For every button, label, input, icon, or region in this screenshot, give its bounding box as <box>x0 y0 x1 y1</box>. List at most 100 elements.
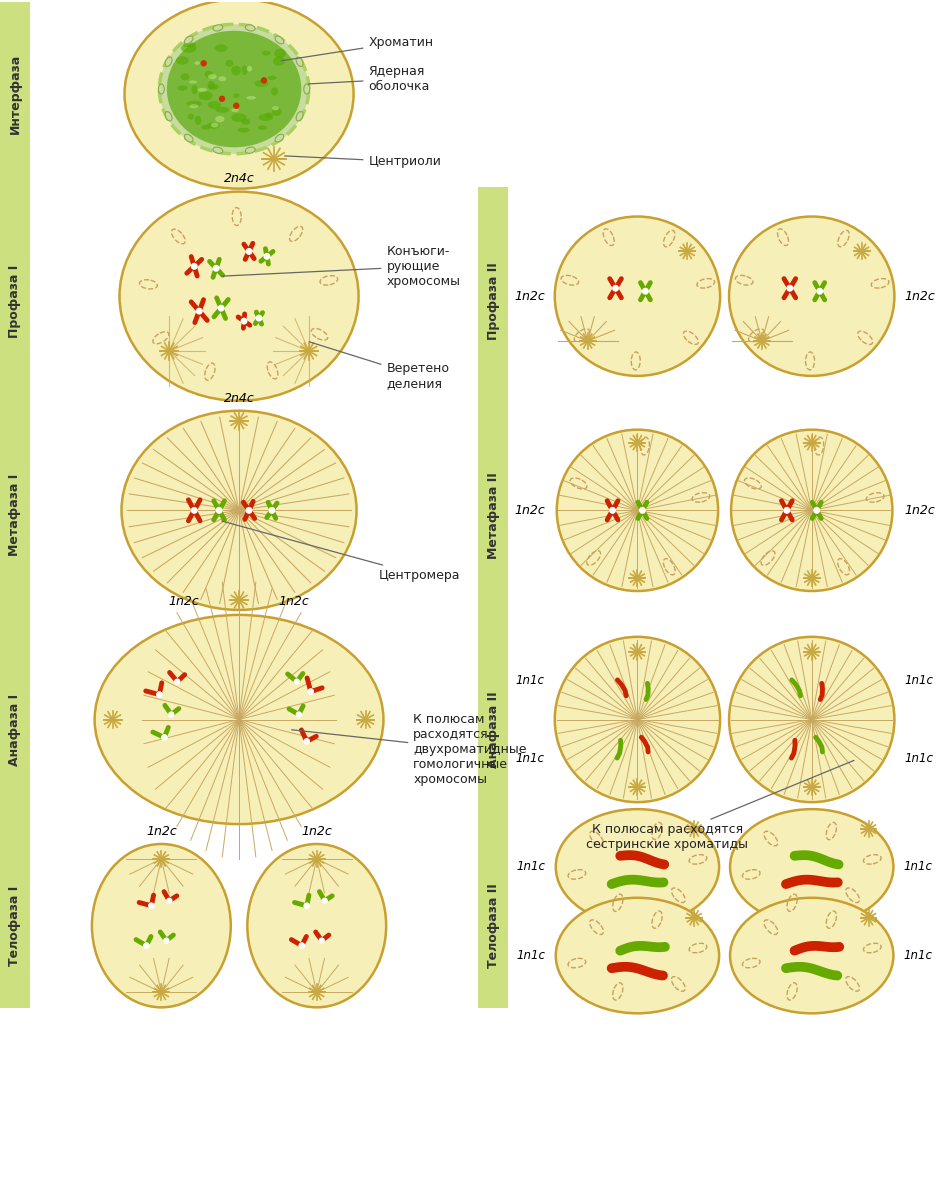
Circle shape <box>299 944 305 948</box>
Ellipse shape <box>213 148 223 154</box>
Text: Телофаза II: Телофаза II <box>487 883 499 967</box>
Ellipse shape <box>178 86 188 90</box>
Circle shape <box>246 508 252 513</box>
Ellipse shape <box>165 112 172 121</box>
Circle shape <box>639 508 645 513</box>
Circle shape <box>299 944 305 948</box>
Circle shape <box>166 898 172 903</box>
Circle shape <box>305 903 309 908</box>
Circle shape <box>216 508 222 513</box>
Ellipse shape <box>207 123 220 129</box>
Text: Конъюги-
рующие
хромосомы: Конъюги- рующие хромосомы <box>222 245 461 288</box>
Circle shape <box>296 712 302 718</box>
Ellipse shape <box>245 148 255 154</box>
Text: 1n2c: 1n2c <box>514 503 545 516</box>
Text: Метафаза I: Метафаза I <box>8 474 22 557</box>
Ellipse shape <box>201 125 211 130</box>
Circle shape <box>169 712 174 718</box>
Text: Метафаза II: Метафаза II <box>487 472 499 558</box>
Circle shape <box>196 308 202 314</box>
Text: 2n4c: 2n4c <box>224 173 255 186</box>
Ellipse shape <box>265 113 273 118</box>
Ellipse shape <box>271 87 278 95</box>
Circle shape <box>294 679 299 684</box>
Ellipse shape <box>208 81 215 89</box>
Ellipse shape <box>215 115 225 123</box>
Ellipse shape <box>160 24 308 154</box>
Ellipse shape <box>211 123 219 127</box>
Circle shape <box>308 689 313 694</box>
Circle shape <box>246 249 252 255</box>
Ellipse shape <box>209 84 219 89</box>
FancyBboxPatch shape <box>478 615 508 844</box>
Ellipse shape <box>261 51 271 56</box>
FancyBboxPatch shape <box>0 615 30 844</box>
Ellipse shape <box>238 127 250 132</box>
FancyBboxPatch shape <box>478 187 508 415</box>
Ellipse shape <box>255 80 268 87</box>
Text: Анафаза II: Анафаза II <box>487 691 499 768</box>
Ellipse shape <box>242 119 250 125</box>
Text: 1n2c: 1n2c <box>146 825 177 838</box>
Ellipse shape <box>267 76 276 80</box>
Ellipse shape <box>184 134 193 142</box>
Ellipse shape <box>92 844 231 1008</box>
Text: 1n1c: 1n1c <box>517 950 546 962</box>
FancyBboxPatch shape <box>0 415 30 615</box>
Circle shape <box>643 288 649 294</box>
Circle shape <box>613 286 619 292</box>
Text: К полюсам расходятся
сестринские хроматиды: К полюсам расходятся сестринские хромати… <box>587 760 854 851</box>
Ellipse shape <box>272 107 282 115</box>
Circle shape <box>787 286 792 292</box>
Ellipse shape <box>214 44 227 52</box>
Text: Интерфаза: Интерфаза <box>8 54 22 134</box>
Ellipse shape <box>121 411 356 610</box>
Text: Центромера: Центромера <box>222 521 460 582</box>
Ellipse shape <box>197 88 207 92</box>
Circle shape <box>305 903 309 908</box>
Circle shape <box>817 288 822 294</box>
Ellipse shape <box>124 0 353 189</box>
Ellipse shape <box>180 44 196 52</box>
Ellipse shape <box>296 57 303 67</box>
Ellipse shape <box>274 49 286 58</box>
Ellipse shape <box>275 134 284 142</box>
Circle shape <box>784 508 790 513</box>
Circle shape <box>257 315 261 321</box>
Ellipse shape <box>233 93 240 98</box>
Ellipse shape <box>275 36 284 44</box>
Ellipse shape <box>272 106 279 111</box>
Circle shape <box>610 508 616 513</box>
Text: 1n1c: 1n1c <box>904 675 933 687</box>
Circle shape <box>144 944 149 948</box>
Circle shape <box>149 903 154 908</box>
Ellipse shape <box>304 84 310 94</box>
Ellipse shape <box>195 115 201 125</box>
Circle shape <box>192 263 197 269</box>
Text: 1n1c: 1n1c <box>904 752 933 765</box>
Ellipse shape <box>215 107 229 113</box>
Ellipse shape <box>187 101 202 107</box>
Ellipse shape <box>166 31 302 148</box>
Circle shape <box>175 679 180 684</box>
Ellipse shape <box>729 217 894 376</box>
Ellipse shape <box>192 84 197 94</box>
Circle shape <box>149 903 154 908</box>
Text: Хроматин: Хроматин <box>282 36 433 61</box>
Circle shape <box>322 898 327 903</box>
Ellipse shape <box>247 65 252 71</box>
Circle shape <box>261 77 266 83</box>
Circle shape <box>269 508 274 513</box>
Circle shape <box>305 739 309 744</box>
Circle shape <box>220 96 225 101</box>
Text: 1n2c: 1n2c <box>904 503 935 516</box>
Circle shape <box>264 253 270 259</box>
Ellipse shape <box>188 113 195 119</box>
Ellipse shape <box>195 61 200 64</box>
Ellipse shape <box>182 43 196 48</box>
Ellipse shape <box>218 76 227 81</box>
Ellipse shape <box>189 81 196 83</box>
Ellipse shape <box>231 113 247 121</box>
Ellipse shape <box>176 56 189 64</box>
Text: 1n2c: 1n2c <box>302 825 332 838</box>
